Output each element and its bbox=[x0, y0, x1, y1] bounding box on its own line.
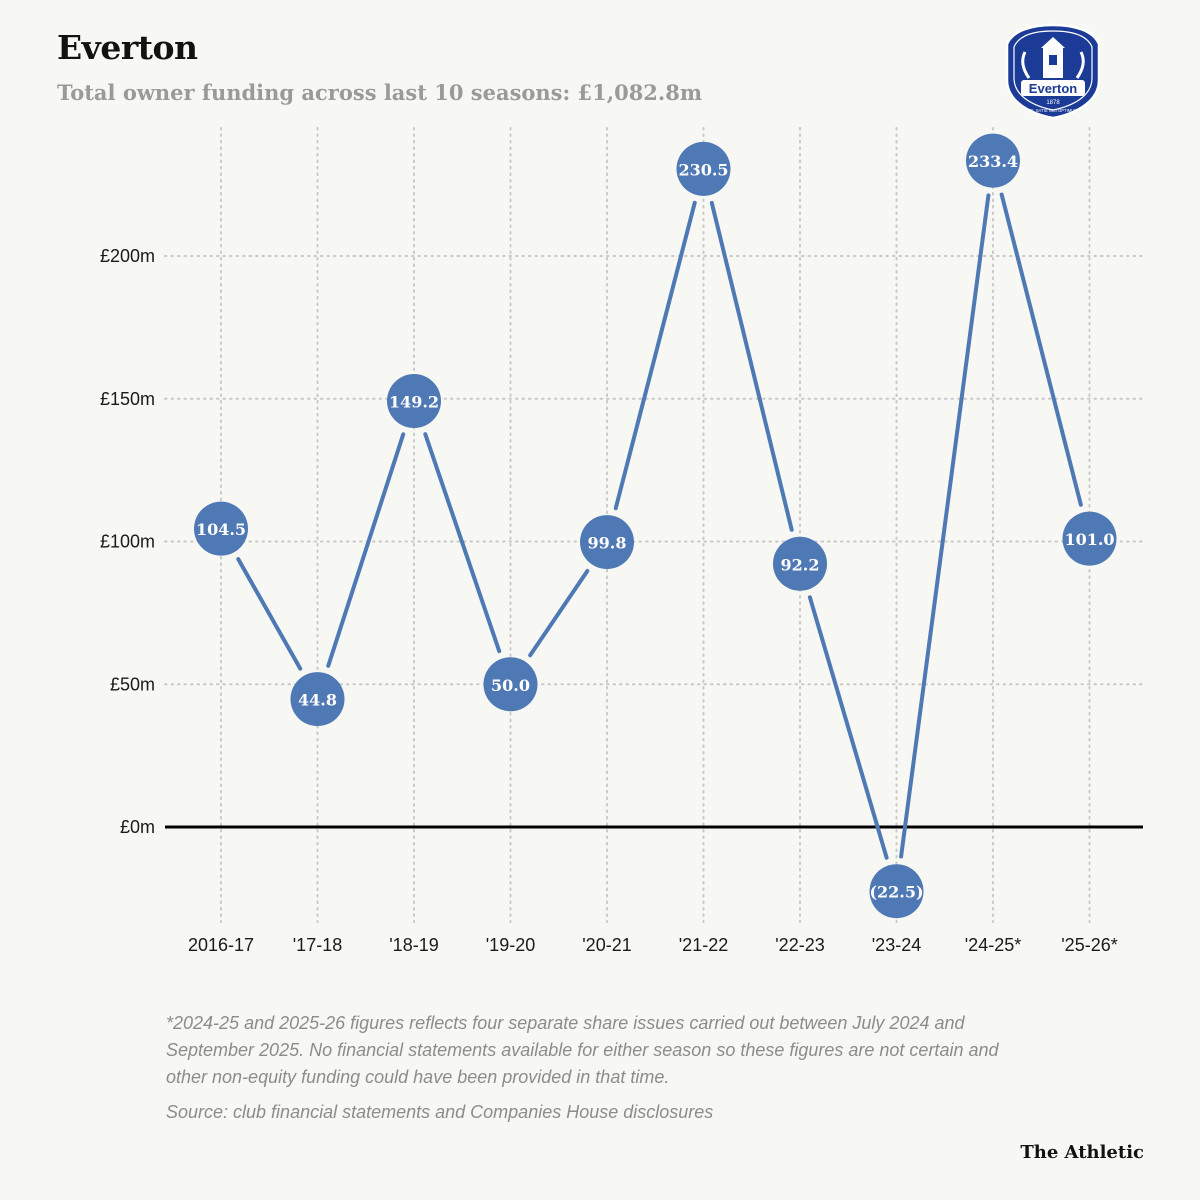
footnote: *2024-25 and 2025-26 figures reflects fo… bbox=[166, 1013, 999, 1087]
data-point bbox=[290, 672, 345, 727]
data-point bbox=[194, 501, 248, 556]
series-segment bbox=[899, 193, 991, 859]
data-point bbox=[966, 133, 1020, 188]
x-tick-label: '19-20 bbox=[486, 935, 535, 955]
data-point bbox=[1062, 511, 1117, 566]
x-tick-label: '23-24 bbox=[872, 935, 921, 955]
series-segment bbox=[807, 595, 889, 860]
data-point bbox=[676, 141, 731, 196]
series-segment bbox=[528, 569, 590, 658]
data-point bbox=[773, 536, 827, 591]
everton-crest-logo: Everton 1878 NIL SATIS NISI OPTIMUM bbox=[1005, 23, 1101, 120]
chart-subtitle: Total owner funding across last 10 seaso… bbox=[57, 80, 703, 105]
series-segment bbox=[423, 432, 502, 654]
crest-club-name: Everton bbox=[1029, 81, 1077, 96]
data-label: 92.2 bbox=[781, 555, 820, 574]
data-point bbox=[483, 657, 538, 712]
data-point bbox=[869, 864, 924, 919]
data-label: (22.5) bbox=[869, 883, 923, 902]
data-label: 104.5 bbox=[196, 520, 246, 539]
series-segment bbox=[999, 192, 1083, 507]
axis-layer: £0m £50m £100m £150m £200m 2016-17 '17-18 '18-1… bbox=[100, 246, 1143, 955]
data-label: 99.8 bbox=[588, 534, 627, 553]
y-tick-label: £0m bbox=[120, 817, 155, 837]
x-tick-label: '25-26* bbox=[1061, 935, 1117, 955]
x-tick-label: '17-18 bbox=[293, 935, 342, 955]
data-point bbox=[580, 515, 634, 570]
data-point bbox=[387, 374, 441, 429]
data-label: 230.5 bbox=[678, 160, 728, 179]
x-tick-label: '20-21 bbox=[582, 935, 631, 955]
series-segment bbox=[236, 557, 303, 671]
grid-layer bbox=[164, 127, 1144, 923]
the-athletic-logo: The Athletic bbox=[1020, 1142, 1144, 1163]
data-label: 149.2 bbox=[389, 393, 439, 412]
line-layer bbox=[236, 192, 1083, 860]
marker-layer: 104.5 44.8 149.2 50.0 99.8 230.5 92.2 (22.5) 233… bbox=[194, 133, 1117, 919]
series-segment bbox=[709, 200, 794, 532]
source-note: Source: club financial statements and Co… bbox=[166, 1102, 714, 1122]
series-segment bbox=[613, 200, 697, 511]
data-label: 233.4 bbox=[968, 152, 1018, 171]
x-tick-label: '22-23 bbox=[775, 935, 824, 955]
data-label: 101.0 bbox=[1064, 530, 1114, 549]
chart-title: Everton bbox=[57, 28, 198, 67]
data-label: 44.8 bbox=[298, 691, 337, 710]
x-tick-label: 2016-17 bbox=[188, 935, 254, 955]
y-tick-label: £200m bbox=[100, 246, 155, 266]
y-tick-label: £50m bbox=[110, 674, 155, 694]
x-tick-label: '24-25* bbox=[965, 935, 1021, 955]
crest-motto: NIL SATIS NISI OPTIMUM bbox=[1028, 108, 1078, 113]
x-tick-label: '21-22 bbox=[679, 935, 728, 955]
data-label: 50.0 bbox=[491, 676, 530, 695]
y-tick-label: £150m bbox=[100, 389, 155, 409]
series-segment bbox=[326, 432, 406, 668]
funding-line-chart: £0m £50m £100m £150m £200m 2016-17 '17-18 '18-1… bbox=[100, 127, 1144, 955]
y-tick-label: £100m bbox=[100, 532, 155, 552]
crest-founded: 1878 bbox=[1046, 100, 1060, 106]
x-tick-label: '18-19 bbox=[389, 935, 438, 955]
